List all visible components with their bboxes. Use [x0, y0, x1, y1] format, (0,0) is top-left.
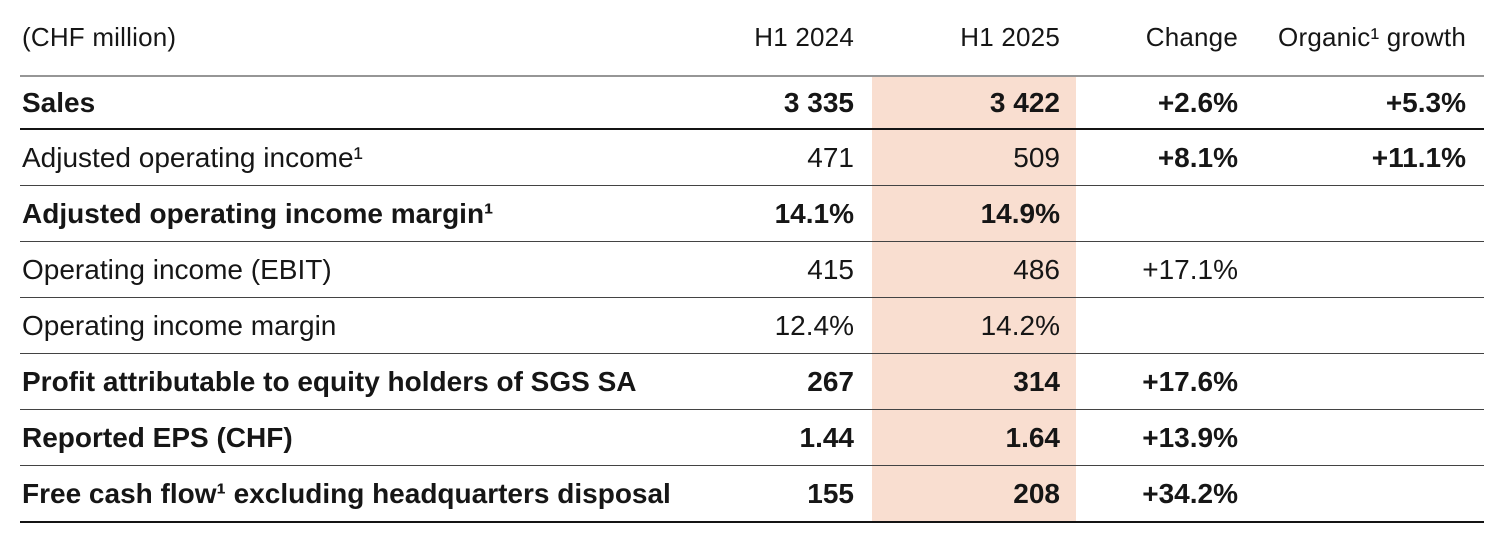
- cell-change: [1076, 185, 1260, 242]
- cell-organic-growth: +11.1%: [1260, 129, 1484, 186]
- table-row: Adjusted operating income margin¹ 14.1% 14…: [20, 185, 1484, 242]
- table-row: Adjusted operating income¹ 471 509 +8.1% +11…: [20, 129, 1484, 186]
- row-label: Adjusted operating income¹: [20, 129, 620, 186]
- col-header-h1-2024: H1 2024: [620, 0, 872, 77]
- table-row: Operating income (EBIT) 415 486 +17.1%: [20, 241, 1484, 298]
- row-label: Operating income (EBIT): [20, 241, 620, 298]
- row-label: Operating income margin: [20, 297, 620, 354]
- cell-organic-growth: [1260, 241, 1484, 298]
- cell-change: +17.1%: [1076, 241, 1260, 298]
- table-row: Sales 3 335 3 422 +2.6% +5.3%: [20, 76, 1484, 130]
- cell-change: +17.6%: [1076, 353, 1260, 410]
- financial-results-table: (CHF million) H1 2024 H1 2025 Change Org…: [20, 0, 1484, 523]
- cell-h1-2025: 314: [872, 353, 1076, 410]
- cell-h1-2024: 1.44: [620, 409, 872, 466]
- cell-change: +34.2%: [1076, 465, 1260, 523]
- row-label: Free cash flow¹ excluding headquarters d…: [20, 465, 671, 523]
- cell-change: [1076, 297, 1260, 354]
- table-row: Reported EPS (CHF) 1.44 1.64 +13.9%: [20, 409, 1484, 466]
- cell-change: +2.6%: [1076, 76, 1260, 130]
- header-row: (CHF million) H1 2024 H1 2025 Change Org…: [20, 0, 1484, 77]
- cell-organic-growth: [1260, 409, 1484, 466]
- financial-results-page: (CHF million) H1 2024 H1 2025 Change Org…: [20, 0, 1484, 523]
- table-row: Profit attributable to equity holders of…: [20, 353, 1484, 410]
- cell-organic-growth: +5.3%: [1260, 76, 1484, 130]
- cell-h1-2025: 1.64: [872, 409, 1076, 466]
- cell-h1-2025: 14.2%: [872, 297, 1076, 354]
- cell-h1-2025: 3 422: [872, 76, 1076, 130]
- row-label: Profit attributable to equity holders of…: [20, 353, 636, 410]
- cell-h1-2025: 486: [872, 241, 1076, 298]
- cell-h1-2024: 14.1%: [620, 185, 872, 242]
- cell-h1-2024: 155: [620, 465, 872, 523]
- table-row: Operating income margin 12.4% 14.2%: [20, 297, 1484, 354]
- cell-h1-2024: 267: [620, 353, 872, 410]
- cell-h1-2025: 14.9%: [872, 185, 1076, 242]
- cell-change: +13.9%: [1076, 409, 1260, 466]
- cell-organic-growth: [1260, 185, 1484, 242]
- cell-h1-2024: 415: [620, 241, 872, 298]
- cell-organic-growth: [1260, 297, 1484, 354]
- cell-h1-2024: 471: [620, 129, 872, 186]
- col-header-organic-growth: Organic¹ growth: [1260, 0, 1484, 77]
- cell-organic-growth: [1260, 353, 1484, 410]
- col-header-h1-2025: H1 2025: [872, 0, 1076, 77]
- cell-h1-2024: 3 335: [620, 76, 872, 130]
- col-header-change: Change: [1076, 0, 1260, 77]
- cell-h1-2025: 208: [872, 465, 1076, 523]
- cell-h1-2024: 12.4%: [620, 297, 872, 354]
- cell-h1-2025: 509: [872, 129, 1076, 186]
- row-label: Reported EPS (CHF): [20, 409, 620, 466]
- row-label: Sales: [20, 76, 620, 130]
- table-row: Free cash flow¹ excluding headquarters d…: [20, 465, 1484, 523]
- cell-organic-growth: [1260, 465, 1484, 523]
- cell-change: +8.1%: [1076, 129, 1260, 186]
- row-label: Adjusted operating income margin¹: [20, 185, 620, 242]
- unit-label: (CHF million): [20, 0, 620, 77]
